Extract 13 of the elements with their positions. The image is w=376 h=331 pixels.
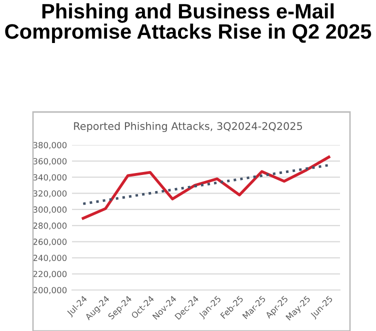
y-tick-label: 340,000 (33, 174, 67, 182)
y-tick-label: 260,000 (33, 238, 67, 246)
y-tick-label: 240,000 (33, 254, 67, 262)
y-tick-label: 300,000 (33, 206, 67, 214)
y-tick-label: 220,000 (33, 270, 67, 278)
y-tick-label: 200,000 (33, 286, 67, 294)
chart-subtitle: Reported Phishing Attacks, 3Q2024-2Q2025 (74, 122, 302, 132)
y-tick-label: 320,000 (33, 190, 67, 198)
y-tick-label: 360,000 (33, 158, 67, 166)
y-tick-label: 280,000 (33, 222, 67, 230)
line-series (82, 156, 330, 220)
y-tick-label: 380,000 (33, 142, 67, 150)
chart-title: Phishing and Business e-Mail Compromise Attacks Rise in Q2 2025 (5, 3, 372, 43)
